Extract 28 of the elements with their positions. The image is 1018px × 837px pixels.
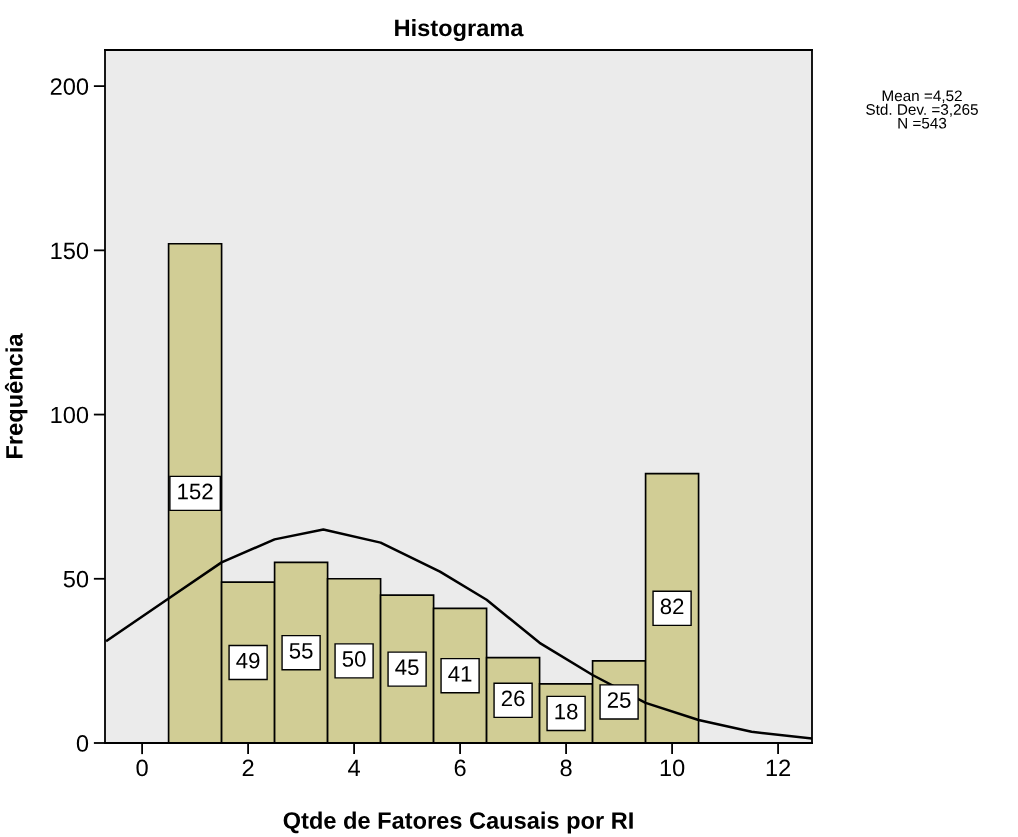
text: Mean =4,52 xyxy=(882,90,962,104)
chart-title: Histograma xyxy=(395,19,524,42)
data-label: 18 xyxy=(555,703,578,720)
y-tick-label: 150 xyxy=(51,242,89,260)
data-label: 25 xyxy=(607,692,631,708)
text: N =543 xyxy=(898,117,947,129)
data-label: 55 xyxy=(289,643,313,659)
y-tick-label: 200 xyxy=(50,78,89,95)
y-axis-title: Frequência xyxy=(4,333,28,458)
data-label: 26 xyxy=(501,690,525,707)
data-label: 49 xyxy=(236,652,260,669)
text: Std. Dev. =3,265 xyxy=(866,103,978,117)
x-tick-label: 2 xyxy=(242,759,254,777)
x-axis-title: Qtde de Fatores Causais por RI xyxy=(283,811,633,834)
data-label: 152 xyxy=(178,483,213,500)
x-tick-label: 8 xyxy=(560,759,572,777)
y-tick-label: 50 xyxy=(63,570,89,588)
data-label: 41 xyxy=(448,666,472,682)
x-tick-label: 10 xyxy=(660,759,685,777)
x-tick-label: 0 xyxy=(136,759,148,777)
y-tick-label: 100 xyxy=(51,406,89,424)
data-label: 50 xyxy=(342,651,366,667)
data-label: 45 xyxy=(395,659,419,676)
y-tick-label: 0 xyxy=(76,735,89,752)
x-tick-label: 12 xyxy=(766,759,791,777)
x-tick-label: 6 xyxy=(454,759,466,777)
data-label: 82 xyxy=(660,598,684,615)
x-tick-label: 4 xyxy=(348,759,360,777)
